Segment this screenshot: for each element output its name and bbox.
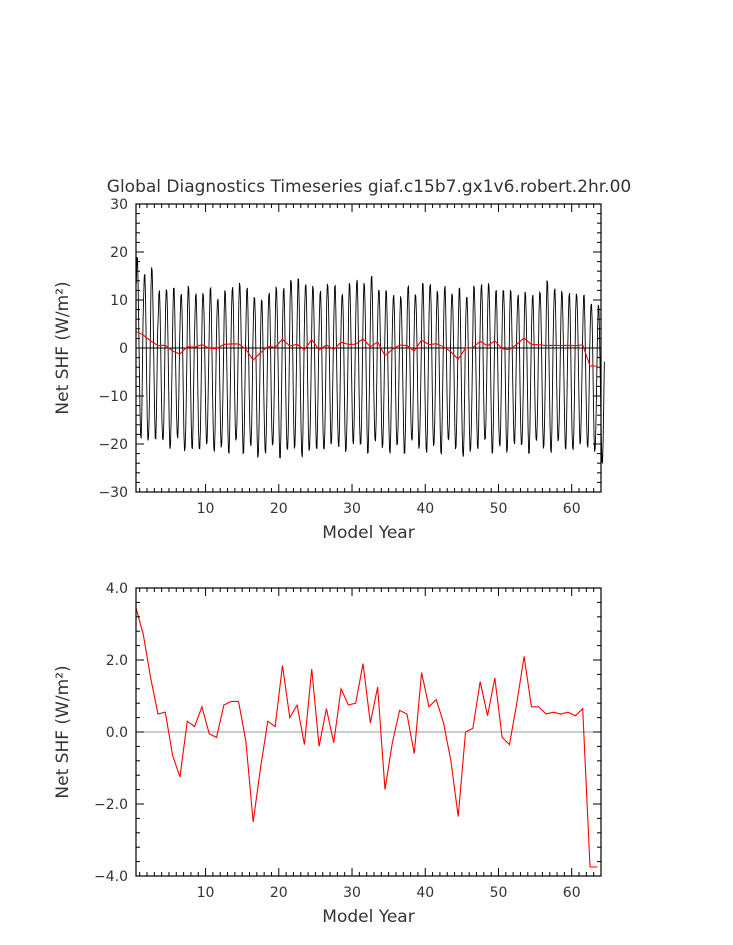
x-axis-label: Model Year [322,523,414,543]
series-line-0 [135,256,605,464]
y-tick-label: 2.0 [106,653,128,669]
y-tick-label: −4.0 [94,869,128,885]
x-tick-label: 20 [270,885,288,901]
x-tick-label: 10 [197,885,215,901]
x-tick-label: 30 [343,885,361,901]
y-axis-label: Net SHF (W/m²) [53,665,73,798]
x-tick-label: 30 [343,501,361,517]
x-tick-label: 50 [490,501,508,517]
y-tick-label: −20 [98,437,128,453]
series-line-1 [135,330,598,367]
y-tick-label: 0.0 [106,725,128,741]
y-tick-label: 30 [110,197,128,213]
y-tick-label: 4.0 [106,581,128,597]
x-tick-label: 60 [563,885,581,901]
series-line-0 [135,607,598,868]
y-tick-label: 0 [119,341,128,357]
x-tick-label: 40 [416,501,434,517]
y-tick-label: −10 [98,389,128,405]
chart-title: Global Diagnostics Timeseries giaf.c15b7… [107,177,631,197]
y-tick-label: 10 [110,293,128,309]
x-tick-label: 20 [270,501,288,517]
y-tick-label: 20 [110,245,128,261]
bottom-panel: 10 20 30 40 50 60 −4.0 −2.0 0.0 2.0 4.0 Model Year N… [53,581,602,927]
x-tick-label: 60 [563,501,581,517]
y-tick-label: −30 [98,485,128,501]
x-tick-label: 10 [197,501,215,517]
x-tick-label: 40 [416,885,434,901]
x-tick-label: 50 [490,885,508,901]
y-axis-label: Net SHF (W/m²) [53,281,73,414]
x-axis-label: Model Year [322,907,414,927]
top-panel: 10 20 30 40 50 60 −30 −20 −10 0 10 20 30 Model Year Ne… [53,197,605,543]
y-tick-label: −2.0 [94,797,128,813]
